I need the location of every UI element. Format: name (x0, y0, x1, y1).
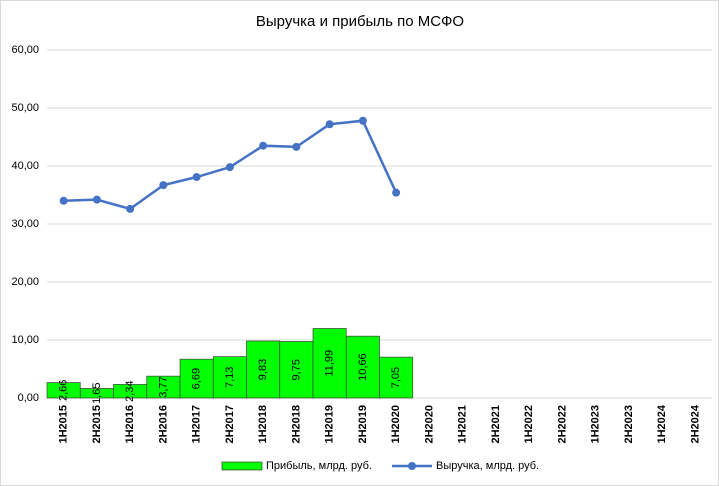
x-tick-label: 2H2017 (224, 405, 236, 444)
x-tick-label: 1H2018 (257, 405, 269, 444)
x-tick-label: 1H2020 (390, 405, 402, 444)
x-tick-label: 1H2021 (457, 405, 469, 444)
y-tick-label: 0,00 (18, 392, 39, 404)
point (292, 142, 301, 151)
bar (379, 356, 414, 399)
bar (345, 335, 380, 399)
data-label: 7,05 (390, 367, 402, 388)
data-label: 10,66 (357, 353, 369, 381)
point (192, 173, 201, 182)
x-tick-label: 2H2023 (623, 405, 635, 444)
bar (212, 356, 247, 399)
data-label: 3,77 (157, 376, 169, 397)
legend-marker (408, 462, 416, 470)
data-label: 7,13 (224, 367, 236, 388)
legend-label: Прибыль, млрд. руб. (266, 460, 372, 472)
data-label: 6,69 (191, 368, 203, 389)
x-tick-label: 2H2024 (689, 404, 701, 443)
x-tick-label: 2H2019 (357, 405, 369, 444)
data-label: 11,99 (324, 350, 336, 377)
legend-label: Выручка, млрд. руб. (436, 460, 539, 472)
x-tick-label: 1H2019 (324, 405, 336, 444)
chart-title: Выручка и прибыль по МСФО (256, 13, 464, 30)
x-tick-label: 1H2023 (590, 405, 602, 444)
point (126, 204, 135, 213)
point (59, 196, 68, 205)
bar (179, 358, 214, 399)
data-label: 9,75 (290, 359, 302, 380)
y-tick-label: 50,00 (11, 102, 39, 114)
point (92, 195, 101, 204)
point (225, 163, 234, 172)
point (325, 120, 334, 129)
bar (312, 328, 347, 399)
y-tick-label: 60,00 (11, 44, 39, 56)
x-tick-label: 1H2016 (124, 405, 136, 444)
bar (246, 340, 281, 399)
point (159, 181, 168, 190)
x-tick-label: 2H2021 (490, 405, 502, 444)
bar (279, 341, 314, 399)
x-tick-label: 2H2022 (556, 405, 568, 444)
y-tick-label: 10,00 (11, 334, 39, 346)
point (358, 116, 367, 125)
point (259, 141, 268, 150)
data-label: 2,34 (124, 381, 136, 402)
x-tick-label: 2H2018 (290, 405, 302, 444)
x-tick-label: 2H2015 (91, 405, 103, 444)
x-tick-label: 2H2016 (157, 405, 169, 444)
x-tick-label: 1H2024 (656, 404, 668, 443)
x-tick-label: 1H2022 (523, 405, 535, 444)
point (392, 188, 401, 197)
data-label: 1,65 (91, 383, 103, 404)
data-label: 9,83 (257, 359, 269, 380)
y-tick-label: 40,00 (11, 160, 39, 172)
data-label: 2,66 (58, 380, 70, 401)
y-tick-label: 20,00 (11, 276, 39, 288)
x-tick-label: 1H2017 (191, 405, 203, 444)
y-tick-label: 30,00 (11, 218, 39, 230)
x-tick-label: 2H2020 (423, 405, 435, 444)
legend-swatch (221, 461, 263, 471)
x-tick-label: 1H2015 (58, 405, 70, 444)
